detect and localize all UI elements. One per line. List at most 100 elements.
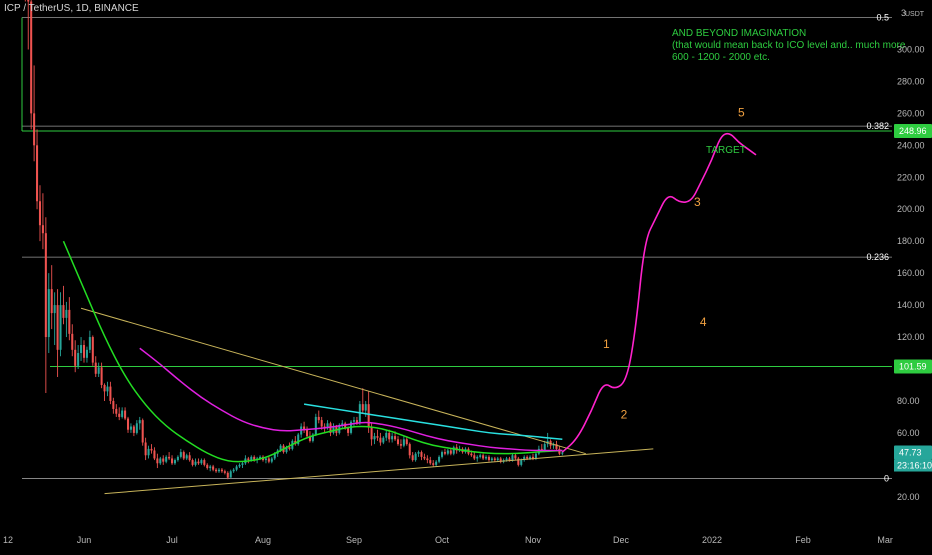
candle-body [82, 345, 86, 358]
candle-body [529, 456, 532, 459]
candle-body [511, 455, 514, 461]
target-label: TARGET [706, 145, 746, 156]
candle-body [65, 309, 68, 318]
x-axis: 12 Jun Jul Aug Sep Oct Nov Dec 2022 Feb Mar [3, 535, 893, 545]
candle-body [185, 455, 188, 459]
candle-body [405, 439, 408, 445]
candle-body [352, 420, 356, 422]
x-tick-label: Nov [525, 535, 542, 545]
candle-body [561, 452, 564, 454]
series-lines [62, 132, 757, 463]
candle-body [443, 452, 446, 454]
candle-body [429, 460, 432, 464]
annotation-line: AND BEYOND IMAGINATION [672, 28, 806, 39]
candle-body [206, 464, 209, 469]
trendline [104, 448, 654, 495]
y-tick-label: 260.00 [897, 108, 925, 118]
candle-body [358, 404, 361, 424]
price-label-text: 47.73 [899, 448, 922, 458]
fib-label: 0.236 [866, 252, 889, 262]
candle-body [33, 113, 36, 146]
candle-body [106, 386, 109, 392]
candle-body [156, 458, 159, 464]
candle-body [264, 458, 267, 461]
y-tick-label: 220.00 [897, 172, 925, 182]
candle-body [220, 469, 223, 472]
candle-body [402, 439, 405, 446]
candle-body [68, 309, 71, 334]
candle-body [426, 458, 429, 461]
plot-area[interactable]: 1 2 3 4 5 [18, 0, 892, 495]
candle-body [138, 420, 141, 424]
y-tick-label: 20.00 [897, 492, 920, 502]
candle-body [226, 472, 229, 478]
symbol-title: ICP / TetherUS, 1D, BINANCE [4, 3, 139, 14]
candle-body [526, 456, 529, 459]
candle-body [171, 458, 174, 464]
candle-body [100, 367, 103, 385]
candle-body [188, 455, 191, 461]
wave-label: 5 [738, 106, 745, 120]
candle-body [30, 1, 33, 114]
price-labels: 248.96 101.59 47.73 23:16:10 [894, 124, 932, 472]
candle-body [112, 400, 115, 409]
candle-body [129, 426, 132, 430]
candle-body [297, 434, 300, 445]
candle-body [373, 436, 376, 440]
candle-body [97, 367, 100, 374]
candle-body [124, 410, 127, 419]
candle-body [382, 437, 385, 443]
x-tick-label: Mar [877, 535, 893, 545]
annotation-line: 600 - 1200 - 2000 etc. [672, 52, 770, 63]
candle-body [288, 447, 291, 449]
candle-body [232, 469, 235, 472]
candle-body [432, 463, 435, 465]
candle-body [490, 458, 493, 461]
candle-body [162, 458, 165, 462]
candle-body [534, 453, 537, 459]
candle-body [411, 455, 414, 461]
candle-body [391, 436, 394, 440]
wave-label: 2 [621, 408, 628, 422]
candle-body [473, 455, 476, 459]
x-tick-label: 12 [3, 535, 13, 545]
candle-body [209, 466, 212, 469]
fib-label: 0 [884, 473, 889, 483]
candle-body [27, 0, 30, 2]
y-tick-label: 180.00 [897, 236, 925, 246]
candle-body [367, 404, 370, 427]
candle-body [408, 444, 411, 456]
candle-body [241, 463, 244, 465]
candle-body [423, 456, 426, 459]
ma-short-line [303, 403, 563, 441]
candle-body [332, 426, 335, 433]
x-tick-label: Jul [166, 535, 178, 545]
price-label-text: 101.59 [899, 361, 927, 371]
candle-body [370, 426, 373, 440]
trendline [80, 307, 586, 455]
candle-body [273, 453, 276, 459]
candle-body [364, 404, 367, 411]
horizontal-levels [21, 17, 892, 367]
candle-body [91, 337, 94, 363]
candle-body [446, 450, 449, 454]
x-tick-label: Sep [346, 535, 362, 545]
candle-body [531, 456, 535, 459]
candle-body [543, 444, 546, 451]
candle-body [420, 452, 423, 457]
candle-body [165, 456, 168, 462]
candle-body [74, 349, 77, 366]
y-tick-label: 80.00 [897, 396, 920, 406]
candle-body [385, 432, 388, 438]
candle-body [452, 447, 455, 454]
x-tick-label: Feb [795, 535, 811, 545]
candle-body [361, 404, 364, 411]
x-tick-label: Jun [77, 535, 92, 545]
candle-body [320, 420, 323, 427]
x-tick-label: Aug [255, 535, 271, 545]
candle-body [379, 437, 382, 443]
fib-levels [22, 17, 892, 479]
